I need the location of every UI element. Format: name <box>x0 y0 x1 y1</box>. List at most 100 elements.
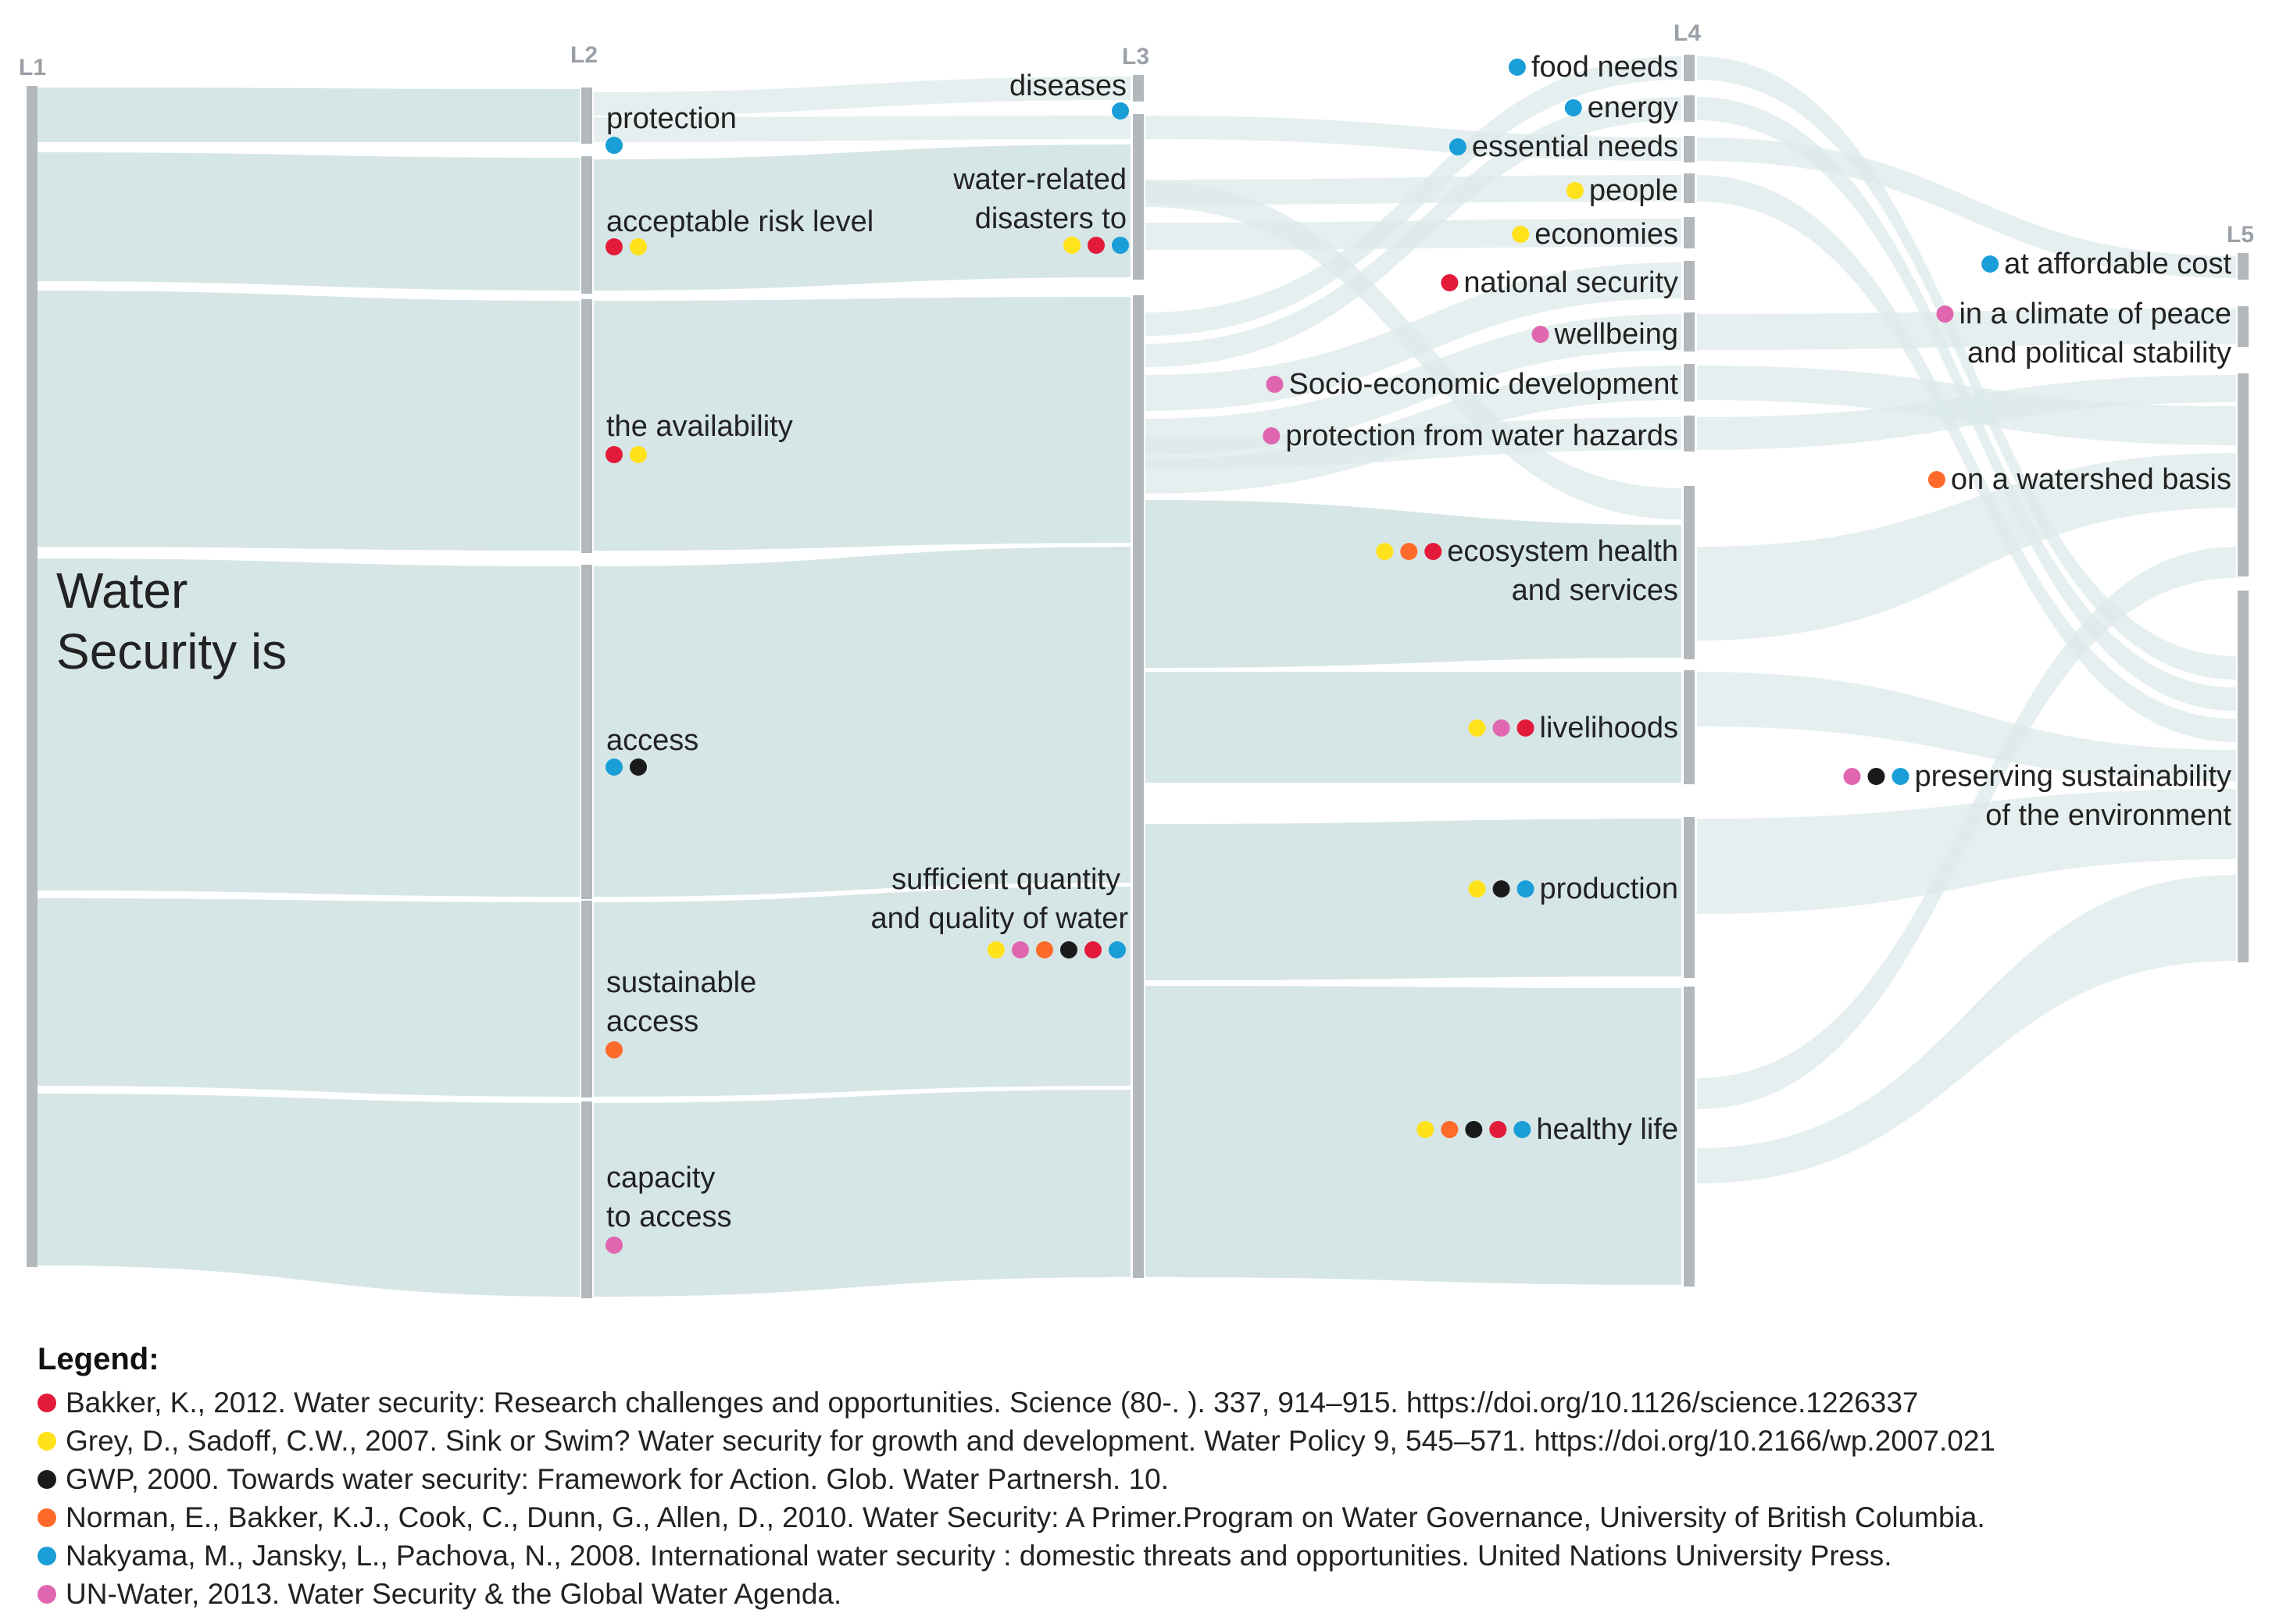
source-dot-unwater <box>1531 326 1549 343</box>
l2-sustainable-dots <box>606 1041 623 1058</box>
l5-preserving: preserving sustainability of the environm… <box>1843 760 2231 832</box>
node-people <box>1684 173 1695 203</box>
l3-sufficient-dots <box>988 941 1126 958</box>
node-preserving <box>2238 591 2249 962</box>
source-dot-bakker <box>606 446 623 463</box>
flow-protection-disasters <box>594 116 1131 142</box>
l3-disasters-label-line2: disasters to <box>975 202 1127 235</box>
node-hazards <box>1684 416 1695 452</box>
source-dot-unwater <box>1263 427 1281 444</box>
node-livelihoods <box>1684 670 1695 784</box>
l4-hazards-label-text: protection from water hazards <box>1285 419 1678 452</box>
legend-entry: Norman, E., Bakker, K.J., Cook, C., Dunn… <box>38 1498 2241 1537</box>
flow-protection-diseases <box>594 77 1131 116</box>
l4-ecosystem: ecosystem health and services <box>1376 535 1678 607</box>
node-peace <box>2238 306 2249 347</box>
flow-acceptable-disasters <box>594 145 1131 291</box>
node-protection <box>581 87 592 144</box>
l5-preserving-label-line2: of the environment <box>1985 799 2231 832</box>
node-capacity <box>581 1101 592 1298</box>
flow-sufficient-hazards <box>1145 417 1681 469</box>
l5-peace-label-line1: in a climate of peace <box>1959 298 2231 330</box>
source-dot-norman <box>1400 543 1418 560</box>
l4-socio-label-text: Socio-economic development <box>1289 368 1679 401</box>
l4-livelihoods-label-text: livelihoods <box>1540 712 1678 744</box>
node-affordable <box>2238 253 2249 280</box>
l5-peace-label-line2: and political stability <box>1967 337 2231 369</box>
flow-essential-affordable <box>1697 137 2236 278</box>
l2-availability-dots <box>606 446 647 463</box>
flow-production-preserving <box>1697 789 2236 914</box>
source-dot-gwp <box>1465 1121 1483 1138</box>
source-dot-bakker <box>606 238 623 255</box>
l4-ecosystem-label-line2: and services <box>1512 574 1678 607</box>
source-dot-bakker <box>1084 941 1102 958</box>
node-water-security <box>27 86 38 1267</box>
flow-wellbeing-peace <box>1697 309 2236 350</box>
l4-national: national security <box>1441 266 1678 299</box>
level-l5: L5 <box>2227 222 2254 248</box>
source-dot-nakyama <box>1516 880 1534 898</box>
node-food <box>1684 55 1695 81</box>
node-socio <box>1684 364 1695 402</box>
source-dot-grey <box>1566 182 1584 199</box>
flow-l1-acceptable <box>38 152 580 291</box>
node-access <box>581 565 592 899</box>
l2-acceptable-dots <box>606 238 647 255</box>
source-dot-nakyama <box>606 137 623 154</box>
source-dot-nakyama <box>606 758 623 776</box>
node-economies <box>1684 217 1695 248</box>
l4-energy-label-text: energy <box>1588 91 1678 124</box>
flow-links <box>38 56 2236 1297</box>
node-watershed <box>2238 373 2249 576</box>
flow-l1-availability <box>38 291 580 551</box>
source-dot-nakyama <box>1112 237 1129 254</box>
flow-l1-capacity <box>38 1094 580 1297</box>
source-dot-norman <box>606 1041 623 1058</box>
l2-capacity-dots <box>606 1237 623 1254</box>
l3-disasters-dots <box>1063 237 1129 254</box>
flow-sufficient-production <box>1145 819 1681 980</box>
flow-sustainable-sufficient <box>594 887 1131 1097</box>
flow-l1-sustainable <box>38 898 580 1097</box>
node-availability <box>581 299 592 553</box>
node-sustainable <box>581 901 592 1098</box>
flow-livelihoods-preserving <box>1697 672 2236 781</box>
source-dot-bakker <box>1489 1121 1507 1138</box>
legend-entry: UN-Water, 2013. Water Security & the Glo… <box>38 1575 2241 1613</box>
source-dot-unwater <box>606 1237 623 1254</box>
source-dot-bakker <box>1088 237 1105 254</box>
level-l1: L1 <box>19 55 46 80</box>
flow-sufficient-ecosystem <box>1145 500 1681 668</box>
l2-access-dots <box>606 758 647 776</box>
source-dot-norman <box>1927 471 1945 488</box>
flow-diseases-essential <box>1145 116 1681 161</box>
node-ecosystem <box>1684 486 1695 659</box>
l4-hazards-dots <box>1263 427 1281 444</box>
level-l4: L4 <box>1674 20 1701 46</box>
l4-energy: energy <box>1564 91 1678 124</box>
legend-entry: Bakker, K., 2012. Water security: Resear… <box>38 1383 2241 1422</box>
legend-dot <box>38 1393 56 1412</box>
flow-l1-access <box>38 559 580 897</box>
node-sufficient <box>1133 295 1144 1278</box>
node-essential <box>1684 136 1695 162</box>
flow-availability-sufficient <box>594 297 1131 551</box>
legend-dot <box>38 1431 56 1451</box>
l2-capacity-label-line1: capacity <box>606 1162 715 1194</box>
l1-label-line2: Security is <box>56 623 287 680</box>
source-dot-bakker <box>1424 543 1442 560</box>
l5-preserving-dots <box>1843 768 1909 785</box>
source-dot-gwp <box>1492 880 1510 898</box>
source-dot-grey <box>1416 1121 1434 1138</box>
l5-preserving-label-line1: preserving sustainability <box>1914 760 2231 793</box>
source-dot-nakyama <box>1564 99 1582 116</box>
legend-text: UN-Water, 2013. Water Security & the Glo… <box>66 1577 842 1610</box>
l4-healthy: healthy life <box>1416 1113 1678 1146</box>
source-dot-nakyama <box>1109 941 1126 958</box>
source-dot-grey <box>1468 719 1486 737</box>
l4-healthy-label-text: healthy life <box>1536 1113 1678 1146</box>
l4-people-label-text: people <box>1589 174 1678 207</box>
source-dot-grey <box>1063 237 1081 254</box>
legend-title: Legend: <box>38 1342 159 1376</box>
